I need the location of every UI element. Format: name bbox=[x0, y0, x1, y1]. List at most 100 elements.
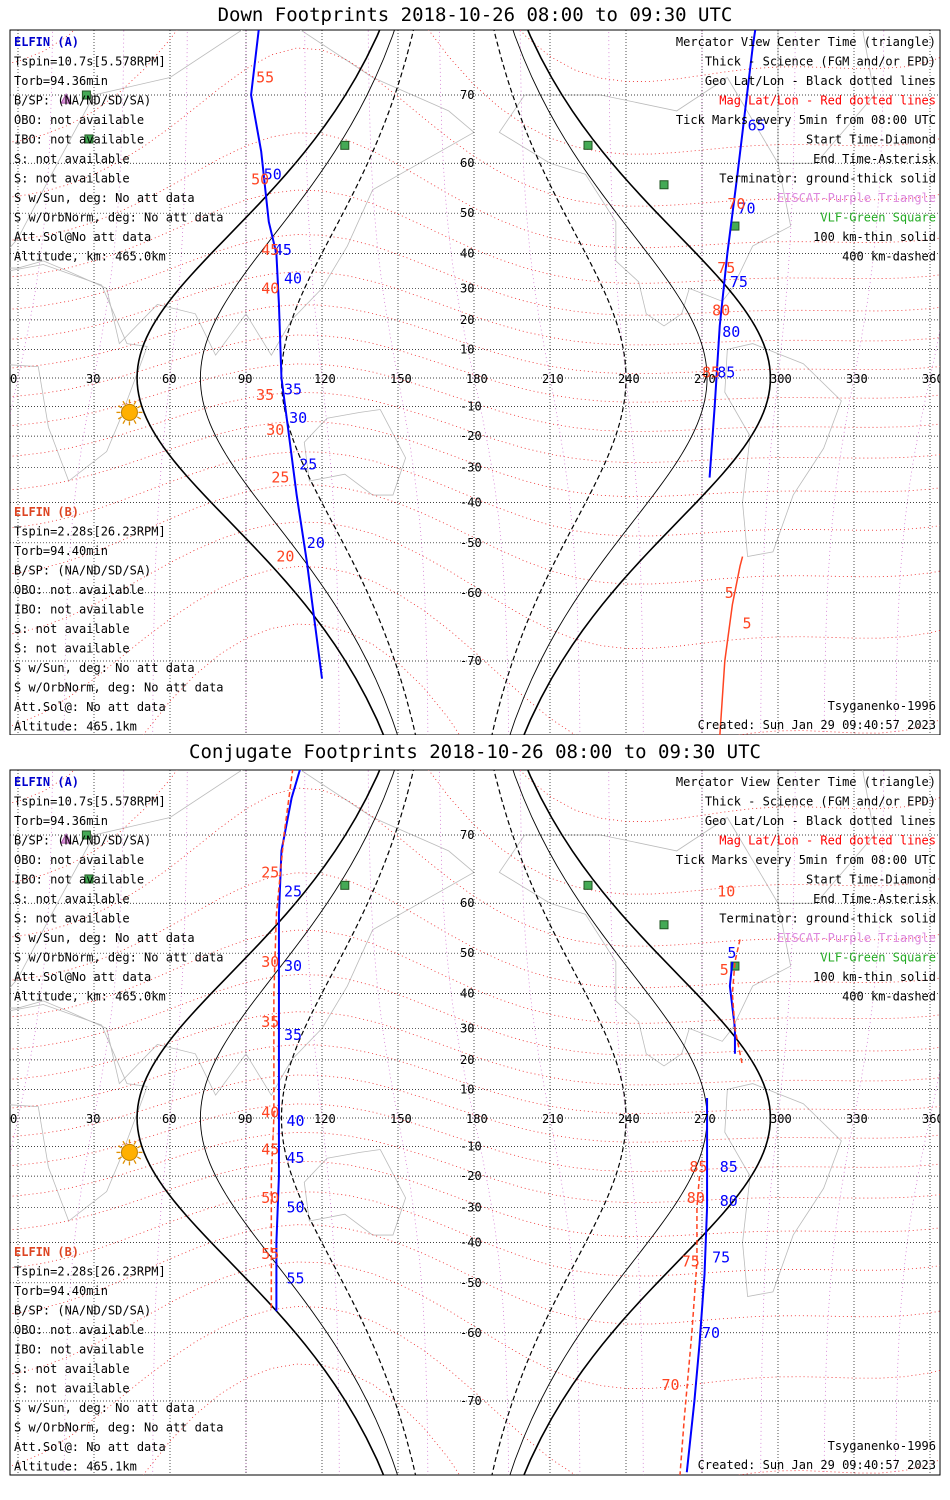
vlf-station-square bbox=[583, 880, 593, 890]
lon-tick-label: 240 bbox=[618, 1112, 640, 1126]
mag-meridian bbox=[519, 770, 581, 1475]
elfin-a-info: Altitude, km: 465.0km bbox=[14, 990, 166, 1004]
lon-tick-label: 210 bbox=[542, 372, 564, 386]
legend-entry: Thick - Science (FGM and/or EPD) bbox=[705, 795, 936, 809]
legend-entry: End Time-Asterisk bbox=[813, 152, 937, 166]
tick-mark-label: 70 bbox=[727, 195, 745, 213]
landmass-outline bbox=[724, 1083, 842, 1298]
mag-parallel bbox=[142, 1363, 461, 1475]
coastline-outlines bbox=[10, 770, 875, 1298]
tick-mark-label: 65 bbox=[748, 116, 766, 134]
vlf-station-square bbox=[659, 180, 669, 190]
lat-tick-label: -60 bbox=[460, 586, 482, 600]
plot-frame bbox=[9, 769, 941, 1476]
footprint-track bbox=[250, 30, 323, 679]
tick-mark-label: 30 bbox=[289, 409, 307, 427]
mag-meridian bbox=[63, 770, 125, 1475]
sun-icon bbox=[120, 403, 138, 421]
mag-meridian bbox=[760, 770, 796, 1475]
plot-frame bbox=[9, 29, 941, 735]
mag-parallel bbox=[10, 47, 940, 207]
sun-ray bbox=[136, 1145, 142, 1149]
terminator-ground bbox=[523, 770, 772, 1475]
sun-ray bbox=[117, 1145, 122, 1149]
elfin-a-info: Altitude, km: 465.0km bbox=[14, 250, 166, 264]
mag-meridian bbox=[63, 30, 125, 735]
mag-meridian bbox=[823, 30, 885, 735]
legend-entry: Terminator: ground-thick solid bbox=[719, 172, 936, 186]
mag-parallel bbox=[10, 420, 940, 498]
lon-tick-label: 180 bbox=[466, 372, 488, 386]
tick-mark-label: 40 bbox=[261, 1103, 279, 1121]
mag-parallel bbox=[10, 974, 940, 1056]
tick-mark-label: 45 bbox=[261, 241, 279, 259]
tick-mark-label: 40 bbox=[261, 279, 279, 297]
sun-ray bbox=[136, 416, 142, 420]
elfin-b-info: OBO: not available bbox=[14, 1323, 144, 1337]
tick-mark-label: 80 bbox=[687, 1189, 705, 1207]
landmass-outline bbox=[724, 343, 842, 558]
tick-mark-label: 25 bbox=[299, 455, 317, 473]
elfin-b-info: Att.Sol@: No att data bbox=[14, 1440, 166, 1454]
elfin-b-info: B/SP: (NA/ND/SD/SA) bbox=[14, 564, 151, 578]
lat-tick-label: 70 bbox=[460, 88, 474, 102]
elfin-a-info: S w/OrbNorm, deg: No att data bbox=[14, 211, 224, 225]
elfin-a-info: OBO: not available bbox=[14, 113, 144, 127]
elfin-b-label: ELFIN (B) bbox=[14, 505, 79, 519]
lon-tick-label: 360 bbox=[922, 372, 944, 386]
tick-mark-label: 5 bbox=[727, 944, 736, 962]
mag-meridian bbox=[895, 328, 940, 735]
elfin-a-info: IBO: not available bbox=[14, 133, 144, 147]
elfin-b-info: Att.Sol@: No att data bbox=[14, 700, 166, 714]
vlf-station-square bbox=[583, 140, 593, 150]
sun-ray bbox=[133, 1140, 137, 1145]
lon-tick-label: 150 bbox=[390, 1112, 412, 1126]
terminator-ground bbox=[523, 30, 772, 735]
legend-entry: VLF-Green Square bbox=[820, 211, 936, 225]
legend-entry: VLF-Green Square bbox=[820, 951, 936, 965]
mag-parallel bbox=[10, 363, 940, 432]
legend-entry: 400 km-dashed bbox=[842, 990, 936, 1004]
sun-icon bbox=[120, 1143, 138, 1161]
lat-tick-label: 70 bbox=[460, 828, 474, 842]
sun-ray bbox=[133, 400, 137, 405]
tick-mark-label: 40 bbox=[284, 269, 302, 287]
vlf-station-square bbox=[81, 90, 91, 100]
legend-entry: Terminator: ground-thick solid bbox=[719, 912, 936, 926]
legend-entry: EISCAT-Purple Triangle bbox=[777, 931, 936, 945]
mag-meridian bbox=[823, 770, 885, 1475]
legend-entry: Geo Lat/Lon - Black dotted lines bbox=[705, 814, 936, 828]
terminator-100km bbox=[199, 770, 399, 1475]
map-area: 5550454035302520657075808555504540353025… bbox=[10, 30, 944, 735]
legend-entry: Mercator View Center Time (triangle) bbox=[676, 775, 936, 789]
conjugate-footprints-title: Conjugate Footprints 2018-10-26 08:00 to… bbox=[189, 741, 761, 763]
lat-tick-label: 10 bbox=[460, 342, 474, 356]
tick-mark-label: 85 bbox=[689, 1158, 707, 1176]
mag-parallel bbox=[10, 1224, 940, 1325]
sun-ray bbox=[122, 1159, 126, 1164]
tick-mark-label: 25 bbox=[284, 882, 302, 900]
tick-mark-label: 35 bbox=[284, 1026, 302, 1044]
lat-tick-label: -20 bbox=[460, 1169, 482, 1183]
vlf-station-square bbox=[340, 880, 350, 890]
lat-tick-label: 20 bbox=[460, 1053, 474, 1067]
tick-mark-label: 75 bbox=[730, 273, 748, 291]
legend-entry: EISCAT-Purple Triangle bbox=[777, 191, 936, 205]
mag-parallel bbox=[10, 1103, 940, 1172]
elfin-b-info: S w/OrbNorm, deg: No att data bbox=[14, 1421, 224, 1435]
elfin-a-info: Tspin=10.7s[5.578RPM] bbox=[14, 795, 166, 809]
footprint-track bbox=[708, 30, 757, 478]
footprint-track bbox=[728, 961, 736, 1054]
lon-tick-label: 300 bbox=[770, 372, 792, 386]
elfin-b-info: S w/OrbNorm, deg: No att data bbox=[14, 681, 224, 695]
mag-meridian bbox=[367, 30, 429, 735]
lat-tick-label: -30 bbox=[460, 461, 482, 475]
elfin-b-info: S: not available bbox=[14, 622, 130, 636]
mag-parallel bbox=[10, 1132, 940, 1203]
coastline-outlines bbox=[10, 30, 875, 558]
tick-mark-label: 55 bbox=[256, 68, 274, 86]
footprint-track bbox=[719, 556, 744, 735]
mag-meridian bbox=[608, 770, 644, 1475]
mag-parallel bbox=[10, 1306, 940, 1475]
lon-tick-label: 300 bbox=[770, 1112, 792, 1126]
